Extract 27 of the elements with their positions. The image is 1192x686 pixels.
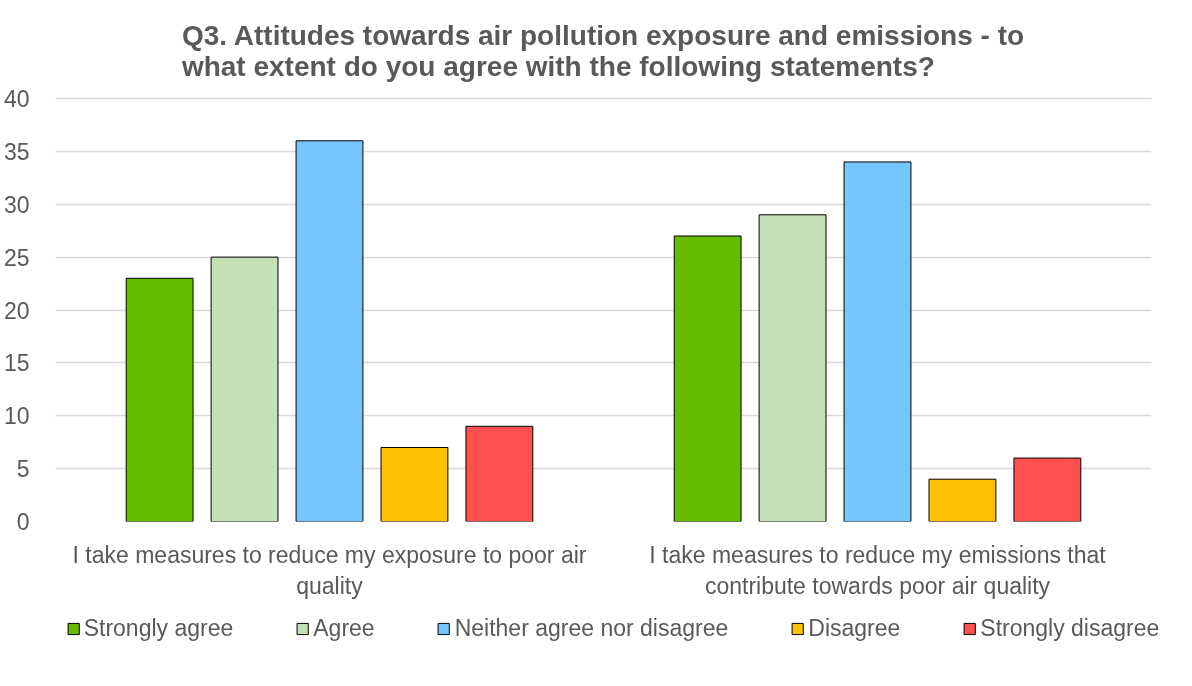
y-tick-label: 10 (3, 403, 30, 430)
y-tick-label: 5 (16, 456, 30, 483)
y-tick-label: 40 (3, 86, 30, 112)
y-tick-label: 0 (16, 509, 30, 535)
bar (295, 140, 364, 522)
bar (673, 235, 742, 522)
bar (210, 256, 279, 522)
bar (1013, 457, 1082, 522)
y-tick-label: 20 (3, 297, 30, 324)
bar (465, 425, 534, 522)
bar (380, 446, 449, 522)
y-tick-label: 15 (3, 350, 30, 377)
legend-label: Strongly disagree (980, 614, 1160, 642)
legend-label: Strongly agree (83, 614, 234, 642)
x-tick-label: I take measures to reduce my emissions that contribute towards poor air quality (649, 541, 1107, 599)
bar (843, 161, 912, 522)
x-tick-label: I take measures to reduce my exposure to poor air quality (72, 541, 587, 599)
y-tick-label: 35 (3, 138, 30, 165)
legend-label: Disagree (808, 614, 901, 642)
legend-label: Neither agree nor disagree (454, 614, 729, 642)
bar (928, 478, 997, 522)
bar (758, 214, 827, 522)
legend-label: Agree (313, 614, 375, 642)
chart-title: Q3. Attitudes towards air pollution exposure and emissions - to what extent do you agree with the following statements? (180, 19, 1025, 82)
y-tick-label: 25 (3, 244, 30, 271)
bar (125, 277, 194, 522)
y-tick-label: 30 (3, 191, 30, 218)
